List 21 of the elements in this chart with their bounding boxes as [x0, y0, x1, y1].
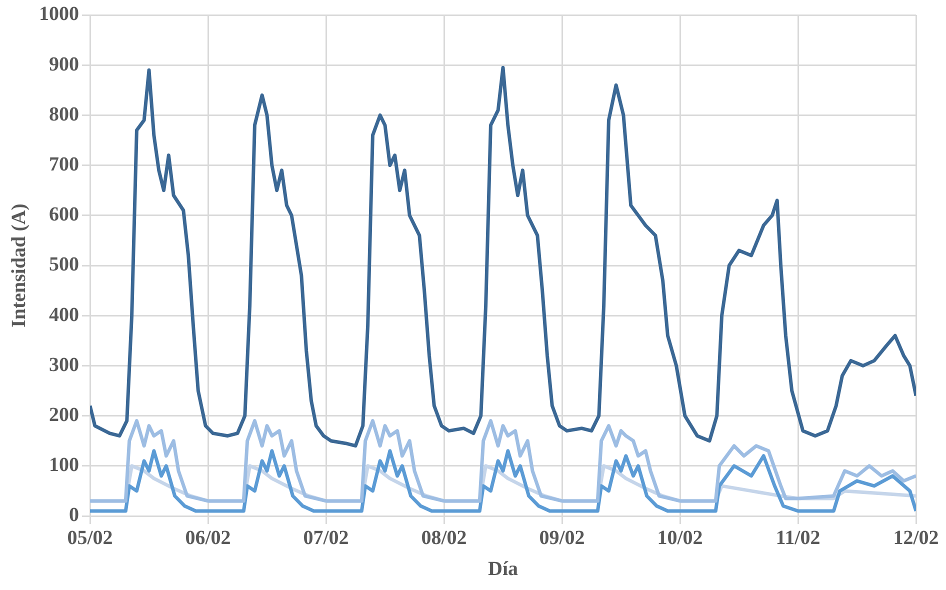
x-tick-label: 11/02 — [776, 527, 820, 550]
y-axis-title: Intensidad (A) — [8, 204, 30, 328]
x-tick-label: 06/02 — [185, 527, 231, 550]
y-tick-label: 900 — [49, 53, 79, 76]
x-tick-label: 05/02 — [67, 527, 113, 550]
y-tick-label: 200 — [49, 404, 79, 426]
y-tick-label: 600 — [49, 204, 79, 226]
y-tick-label: 400 — [49, 304, 79, 326]
x-tick-label: 09/02 — [539, 527, 585, 550]
x-tick-label: 10/02 — [657, 527, 703, 550]
y-tick-label: 1000 — [39, 3, 79, 26]
y-tick-label: 500 — [49, 254, 79, 276]
x-tick-label: 12/02 — [893, 527, 939, 550]
x-tick-label: 07/02 — [303, 527, 349, 550]
x-tick-label: 08/02 — [421, 527, 467, 550]
y-tick-label: 300 — [49, 354, 79, 376]
y-tick-label: 100 — [49, 454, 79, 476]
y-tick-label: 800 — [49, 103, 79, 126]
y-tick-label: 0 — [69, 504, 79, 526]
y-tick-label: 700 — [49, 153, 79, 176]
x-axis-title: Día — [488, 558, 518, 580]
